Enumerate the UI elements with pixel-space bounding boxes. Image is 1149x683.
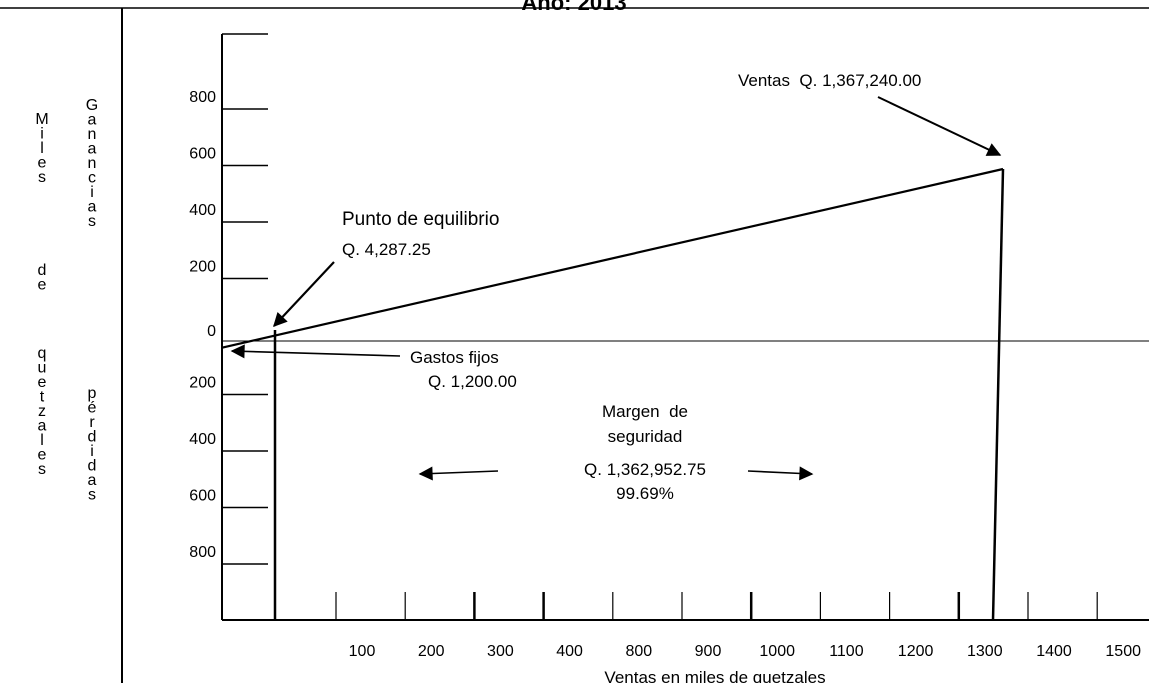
x-axis-label: Ventas en miles de quetzales (604, 668, 825, 683)
y-label-letter: z (38, 403, 46, 420)
y-tick-label: 0 (207, 323, 216, 340)
y-label-letter: M (35, 111, 48, 128)
series-group (221, 167, 1005, 621)
x-tick-label: 400 (556, 643, 583, 660)
y-label-letter: e (38, 447, 47, 464)
punto-title: Punto de equilibrio (342, 209, 499, 230)
y-tick-label: 800 (189, 89, 216, 106)
y-label-letter: i (90, 443, 94, 460)
y-ticks: 800 600 400 200 0 200 400 600 800 (189, 33, 268, 565)
y-label-letter: a (88, 472, 97, 489)
y-label-letter: n (88, 126, 97, 143)
y-tick-label: 600 (189, 488, 216, 505)
y-label-letter: d (88, 429, 97, 446)
ventas-annotation: Ventas Q. 1,367,240.00 (738, 71, 921, 90)
margen-right-arrow (747, 466, 814, 481)
x-tick-label: 800 (625, 643, 652, 660)
x-tick-label: 1200 (898, 643, 934, 660)
x-tick-label: 900 (695, 643, 722, 660)
x-ticks: 100 200 300 400 800 900 1000 1100 1200 1300 1400 15… (335, 592, 1141, 660)
y-label-letter: l (40, 140, 44, 157)
y-label-letter: n (88, 155, 97, 172)
y-label-letter: G (86, 97, 98, 114)
y-label-letter: u (38, 360, 47, 377)
x-tick-label: 300 (487, 643, 514, 660)
y-label-letter: t (40, 389, 45, 406)
margen-left-arrow (418, 466, 499, 481)
ventas-arrow (877, 96, 1002, 156)
x-tick-label: 1500 (1105, 643, 1141, 660)
margen-value: Q. 1,362,952.75 (584, 460, 706, 479)
y-tick-label: 400 (189, 431, 216, 448)
y-tick-label: 800 (189, 544, 216, 561)
y-tick-label: 200 (189, 259, 216, 276)
y-label-letter: r (89, 414, 95, 431)
y-label-letter: a (88, 199, 97, 216)
y-label-letter: l (40, 432, 44, 449)
y-tick-label: 400 (189, 202, 216, 219)
y-label-letter: i (40, 126, 44, 143)
gastos-arrow (230, 344, 401, 359)
y-label-letter: e (38, 374, 47, 391)
gastos-title: Gastos fijos (410, 348, 499, 367)
y-label-letter: s (88, 213, 96, 230)
y-label-letter: a (88, 141, 97, 158)
y-tick-label: 600 (189, 146, 216, 163)
sales-line (221, 167, 1004, 349)
y-label-letter: a (88, 112, 97, 129)
margen-line2: seguridad (608, 427, 683, 446)
y-label-letter: d (38, 262, 47, 279)
y-label-letter: é (88, 400, 97, 417)
margen-pct: 99.69% (616, 484, 674, 503)
punto-value: Q. 4,287.25 (342, 240, 431, 259)
y-label-letter: s (38, 461, 46, 478)
x-tick-label: 1300 (967, 643, 1003, 660)
y-label-letter: q (38, 345, 47, 362)
x-tick-label: 1100 (829, 643, 864, 660)
y-label-letter: a (38, 418, 47, 435)
y-label-letter: s (38, 169, 46, 186)
x-tick-label: 200 (418, 643, 445, 660)
x-tick-label: 1000 (759, 643, 795, 660)
y-label-letter: s (88, 487, 96, 504)
x-tick-label: 100 (349, 643, 376, 660)
punto-arrow (273, 261, 335, 328)
y-label-letter: e (38, 155, 47, 172)
y-label-letter: c (88, 170, 96, 187)
y-label-letter: i (90, 184, 94, 201)
margen-line1: Margen de (602, 402, 688, 421)
gastos-value: Q. 1,200.00 (428, 372, 517, 391)
sales-vertical-line (991, 168, 1005, 621)
x-tick-label: 1400 (1036, 643, 1072, 660)
y-label-letter: e (38, 277, 47, 294)
y-label-letter: d (88, 458, 97, 475)
y-label-letter: p (88, 385, 97, 402)
y-tick-label: 200 (189, 375, 216, 392)
